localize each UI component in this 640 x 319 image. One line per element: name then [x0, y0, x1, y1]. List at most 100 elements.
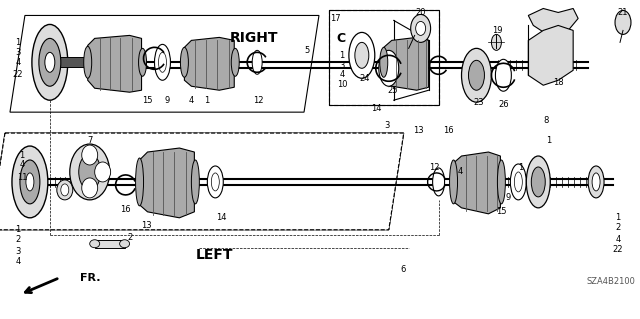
Text: 4: 4: [189, 96, 194, 105]
Ellipse shape: [415, 21, 426, 35]
Text: 21: 21: [618, 8, 628, 17]
Text: 7: 7: [87, 136, 92, 145]
Ellipse shape: [180, 47, 188, 77]
Ellipse shape: [615, 11, 631, 34]
Ellipse shape: [349, 33, 375, 78]
Ellipse shape: [592, 173, 600, 191]
Text: 1: 1: [339, 51, 344, 60]
Ellipse shape: [380, 47, 388, 77]
Text: 1: 1: [15, 38, 20, 47]
Text: 4: 4: [339, 70, 344, 79]
Ellipse shape: [70, 144, 109, 200]
Ellipse shape: [526, 156, 550, 208]
Text: 6: 6: [400, 265, 405, 274]
Text: 22: 22: [13, 70, 23, 79]
Text: 3: 3: [15, 247, 20, 256]
Ellipse shape: [20, 160, 40, 204]
Ellipse shape: [39, 38, 61, 86]
Text: 2: 2: [127, 233, 132, 242]
Ellipse shape: [82, 178, 98, 198]
Ellipse shape: [252, 50, 262, 74]
Ellipse shape: [61, 184, 68, 196]
Bar: [55, 57, 84, 67]
Text: 15: 15: [496, 207, 507, 216]
Text: 10: 10: [337, 80, 347, 89]
Ellipse shape: [510, 164, 526, 200]
Polygon shape: [140, 148, 195, 218]
Ellipse shape: [588, 166, 604, 198]
Text: 4: 4: [19, 160, 24, 169]
Text: FR.: FR.: [80, 273, 100, 283]
Ellipse shape: [57, 180, 73, 200]
Ellipse shape: [191, 160, 200, 204]
Text: 2: 2: [15, 235, 20, 244]
Text: 3: 3: [339, 61, 344, 70]
Text: 1: 1: [15, 225, 20, 234]
Ellipse shape: [26, 173, 34, 191]
Text: RIGHT: RIGHT: [230, 31, 278, 45]
Text: 26: 26: [498, 100, 509, 109]
Polygon shape: [0, 133, 404, 230]
Text: 2: 2: [616, 223, 621, 232]
Ellipse shape: [95, 162, 111, 182]
Text: 23: 23: [473, 98, 484, 107]
Text: 1: 1: [616, 213, 621, 222]
Text: 14: 14: [216, 213, 227, 222]
Ellipse shape: [207, 166, 223, 198]
Text: 4: 4: [15, 257, 20, 266]
Ellipse shape: [138, 48, 147, 76]
Ellipse shape: [497, 160, 506, 204]
Text: 4: 4: [15, 58, 20, 67]
Ellipse shape: [90, 240, 100, 248]
Ellipse shape: [136, 158, 143, 206]
Ellipse shape: [515, 172, 522, 192]
Text: 11: 11: [17, 174, 27, 182]
Text: SZA4B2100: SZA4B2100: [587, 277, 636, 286]
Polygon shape: [0, 133, 404, 230]
Text: 1: 1: [19, 151, 24, 160]
Text: LEFT: LEFT: [196, 248, 233, 262]
Ellipse shape: [45, 52, 55, 72]
Text: 13: 13: [141, 221, 152, 230]
Polygon shape: [88, 35, 141, 92]
Ellipse shape: [468, 60, 484, 90]
Text: 20: 20: [415, 8, 426, 17]
Ellipse shape: [32, 25, 68, 100]
Ellipse shape: [211, 173, 220, 191]
Ellipse shape: [84, 46, 92, 78]
Text: 3: 3: [384, 121, 390, 130]
Ellipse shape: [495, 59, 511, 91]
Text: 17: 17: [330, 14, 340, 23]
Text: 16: 16: [444, 126, 454, 135]
Text: 13: 13: [413, 126, 424, 135]
Ellipse shape: [154, 44, 170, 80]
Polygon shape: [454, 152, 500, 214]
Ellipse shape: [531, 167, 545, 197]
Bar: [95, 240, 125, 248]
Text: 22: 22: [612, 245, 623, 254]
Text: 16: 16: [120, 205, 131, 214]
Text: 8: 8: [543, 115, 549, 125]
Polygon shape: [528, 9, 578, 38]
Text: 12: 12: [253, 96, 264, 105]
Text: 14: 14: [372, 104, 382, 113]
Text: 9: 9: [165, 96, 170, 105]
Ellipse shape: [461, 48, 492, 102]
Bar: [329, 11, 438, 105]
Ellipse shape: [231, 48, 239, 76]
Polygon shape: [184, 37, 234, 90]
Ellipse shape: [411, 14, 431, 42]
Text: 1: 1: [546, 136, 551, 145]
Text: 12: 12: [429, 163, 440, 173]
Text: 19: 19: [492, 26, 502, 35]
Ellipse shape: [379, 50, 399, 86]
Text: 18: 18: [553, 78, 564, 87]
Text: 25: 25: [387, 86, 398, 95]
Text: 1: 1: [204, 96, 209, 105]
Text: 24: 24: [360, 74, 370, 83]
Text: C: C: [337, 32, 346, 45]
Ellipse shape: [82, 145, 98, 165]
Text: 3: 3: [15, 48, 20, 57]
Text: 9: 9: [506, 193, 511, 202]
Ellipse shape: [449, 160, 458, 204]
